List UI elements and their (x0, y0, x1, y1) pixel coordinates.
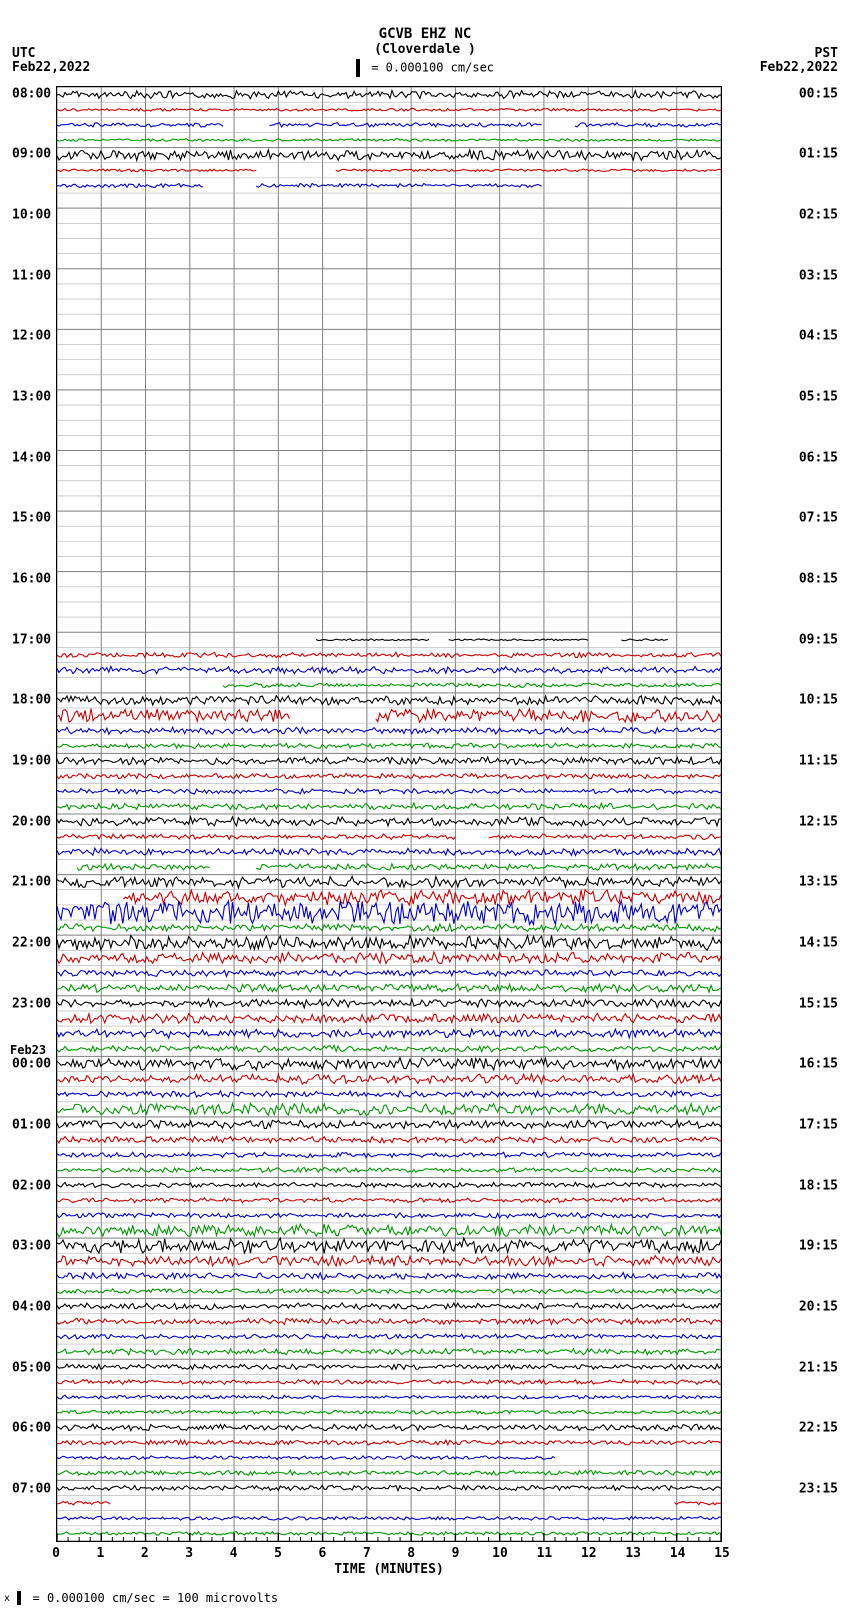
hour-label-right: 18:15 (799, 1178, 838, 1193)
hour-label-left: 13:00 (12, 389, 51, 404)
hour-label-left: 12:00 (12, 329, 51, 344)
hour-label-left: 20:00 (12, 814, 51, 829)
hour-label-right: 09:15 (799, 632, 838, 647)
x-axis-tick-label: 10 (492, 1546, 508, 1561)
scale-bar-icon (356, 59, 360, 77)
hour-label-left: 01:00 (12, 1117, 51, 1132)
x-axis-tick-label: 13 (625, 1546, 641, 1561)
seismogram-plot (56, 86, 722, 1542)
hour-label-right: 08:15 (799, 571, 838, 586)
hour-label-left: 19:00 (12, 753, 51, 768)
hour-label-right: 04:15 (799, 329, 838, 344)
x-axis-tick-label: 12 (581, 1546, 597, 1561)
hour-label-left: 05:00 (12, 1360, 51, 1375)
hour-label-right: 19:15 (799, 1239, 838, 1254)
hour-label-left: 21:00 (12, 875, 51, 890)
hour-label-right: 10:15 (799, 693, 838, 708)
hour-label-left: 08:00 (12, 86, 51, 101)
x-axis-tick-label: 2 (141, 1546, 149, 1561)
hour-label-right: 02:15 (799, 207, 838, 222)
hour-label-left: 03:00 (12, 1239, 51, 1254)
x-axis-tick-label: 15 (714, 1546, 730, 1561)
date-left: Feb22,2022 (12, 60, 90, 75)
hour-label-right: 00:15 (799, 86, 838, 101)
hour-label-right: 23:15 (799, 1481, 838, 1496)
x-axis-tick-label: 0 (52, 1546, 60, 1561)
hour-label-right: 22:15 (799, 1421, 838, 1436)
hour-label-left: 09:00 (12, 147, 51, 162)
date-right: Feb22,2022 (760, 60, 838, 75)
hour-label-right: 20:15 (799, 1299, 838, 1314)
footer-scale-bar: x (4, 1593, 10, 1604)
hour-label-right: 07:15 (799, 511, 838, 526)
footer-scale-bar-icon (17, 1591, 21, 1605)
hour-label-right: 14:15 (799, 935, 838, 950)
hour-label-left: 18:00 (12, 693, 51, 708)
hour-label-left: 06:00 (12, 1421, 51, 1436)
plot-svg (57, 87, 721, 1541)
hour-label-left: 22:00 (12, 935, 51, 950)
x-axis-tick-label: 5 (274, 1546, 282, 1561)
x-axis-tick-label: 7 (363, 1546, 371, 1561)
hour-label-right: 13:15 (799, 875, 838, 890)
hour-label-left: 14:00 (12, 450, 51, 465)
station-code: GCVB EHZ NC (0, 26, 850, 42)
x-axis-title: TIME (MINUTES) (334, 1562, 444, 1577)
hour-label-right: 17:15 (799, 1117, 838, 1132)
hour-label-left: 23:00 (12, 996, 51, 1011)
hour-label-right: 06:15 (799, 450, 838, 465)
hour-label-right: 11:15 (799, 753, 838, 768)
x-axis-tick-label: 8 (407, 1546, 415, 1561)
hour-label-right: 15:15 (799, 996, 838, 1011)
scale-text: = 0.000100 cm/sec (364, 61, 494, 75)
hour-label-right: 01:15 (799, 147, 838, 162)
hour-label-left: 04:00 (12, 1299, 51, 1314)
date-change-label: Feb23 (10, 1043, 46, 1057)
hour-label-left: 00:00 (12, 1057, 51, 1072)
x-axis-tick-label: 1 (96, 1546, 104, 1561)
x-axis-tick-label: 6 (318, 1546, 326, 1561)
x-axis-tick-label: 9 (452, 1546, 460, 1561)
hour-label-right: 21:15 (799, 1360, 838, 1375)
hour-label-left: 11:00 (12, 268, 51, 283)
station-location: (Cloverdale ) (0, 42, 850, 57)
hour-label-right: 05:15 (799, 389, 838, 404)
footer-scale: x = 0.000100 cm/sec = 100 microvolts (4, 1591, 278, 1606)
hour-label-left: 02:00 (12, 1178, 51, 1193)
timezone-left: UTC (12, 46, 35, 61)
x-axis-tick-label: 11 (537, 1546, 553, 1561)
hour-label-left: 17:00 (12, 632, 51, 647)
hour-label-right: 16:15 (799, 1057, 838, 1072)
x-axis-tick-label: 4 (230, 1546, 238, 1561)
x-axis-tick-label: 3 (185, 1546, 193, 1561)
timezone-right: PST (815, 46, 838, 61)
hour-label-left: 10:00 (12, 207, 51, 222)
scale-legend: = 0.000100 cm/sec (0, 59, 850, 77)
hour-label-right: 12:15 (799, 814, 838, 829)
x-axis-tick-label: 14 (670, 1546, 686, 1561)
footer-text: = 0.000100 cm/sec = 100 microvolts (33, 1591, 279, 1605)
hour-label-right: 03:15 (799, 268, 838, 283)
hour-label-left: 15:00 (12, 511, 51, 526)
hour-label-left: 07:00 (12, 1481, 51, 1496)
hour-label-left: 16:00 (12, 571, 51, 586)
header: GCVB EHZ NC (Cloverdale ) = 0.000100 cm/… (0, 26, 850, 77)
